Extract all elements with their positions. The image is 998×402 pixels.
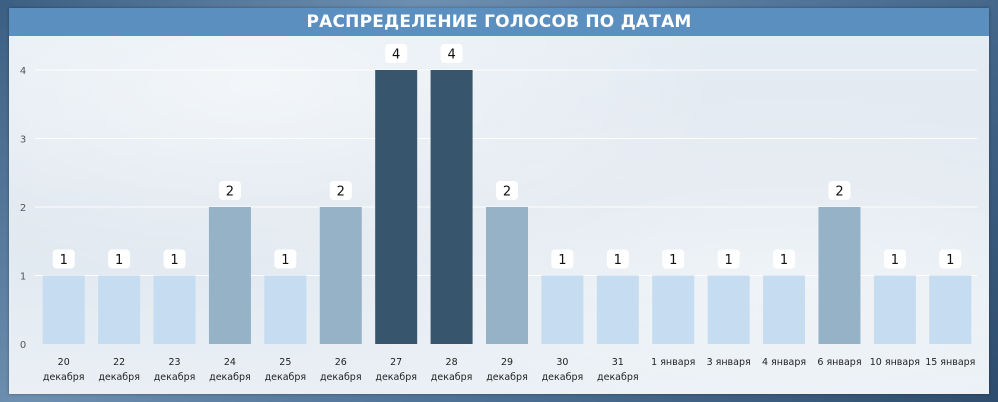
x-tick-label: 6 января — [817, 357, 861, 368]
x-tick-label: декабря — [43, 372, 85, 383]
y-tick-label: 2 — [20, 203, 26, 214]
x-tick-label: 10 января — [870, 357, 920, 368]
data-label: 1 — [558, 253, 566, 268]
bar — [707, 275, 750, 344]
data-label-badge — [939, 249, 962, 269]
data-label-badge — [385, 44, 408, 63]
x-tick-label: 30 — [556, 357, 568, 368]
y-tick-label: 1 — [20, 272, 26, 283]
bar — [264, 275, 307, 344]
data-label: 1 — [281, 253, 289, 268]
bar — [929, 275, 972, 344]
data-label-badge — [662, 249, 685, 269]
bar — [208, 207, 251, 344]
y-tick-label: 4 — [20, 66, 26, 77]
data-label-badge — [551, 249, 574, 269]
chart-panel: РАСПРЕДЕЛЕНИЕ ГОЛОСОВ ПО ДАТАМ 0 1 2 3 4 1 20 д… — [9, 8, 989, 394]
x-tick-label: декабря — [320, 372, 362, 383]
x-tick-label: 29 — [501, 357, 513, 368]
data-label: 4 — [447, 48, 455, 63]
x-tick-label: 26 — [335, 357, 347, 368]
x-tick-label: 23 — [168, 357, 180, 368]
data-label: 1 — [115, 253, 123, 268]
x-tick-label: декабря — [597, 372, 639, 383]
x-tick-label: 22 — [113, 357, 125, 368]
data-label-badge — [883, 249, 906, 269]
bar-chart: 01234120декабря122декабря123декабря224де… — [20, 44, 977, 383]
data-label-badge — [108, 249, 131, 269]
data-label: 1 — [170, 253, 178, 268]
y-tick-label: 0 — [20, 340, 26, 351]
x-tick-label: 20 — [58, 357, 70, 368]
x-tick-label: декабря — [486, 372, 528, 383]
data-label: 4 — [392, 48, 400, 63]
x-tick-label: 28 — [446, 357, 458, 368]
data-label-badge — [52, 249, 75, 269]
x-tick-label: декабря — [265, 372, 307, 383]
x-tick-label: 27 — [390, 357, 402, 368]
data-label-badge — [717, 249, 740, 269]
data-label-badge — [828, 181, 851, 200]
y-tick-label: 3 — [20, 135, 26, 146]
data-label-badge — [274, 249, 297, 269]
x-tick-label: декабря — [209, 372, 251, 383]
bar — [486, 207, 528, 344]
bar — [873, 275, 916, 344]
x-tick-label: декабря — [98, 372, 140, 383]
data-label: 2 — [226, 185, 234, 200]
data-label: 1 — [946, 253, 954, 268]
bar — [763, 275, 806, 344]
data-label: 1 — [725, 253, 733, 268]
bar — [375, 70, 418, 344]
bar — [430, 70, 473, 344]
data-label-badge — [163, 249, 186, 269]
x-tick-label: 4 января — [762, 357, 806, 368]
data-label: 1 — [60, 253, 68, 268]
data-label-badge — [773, 249, 796, 269]
data-label-badge — [496, 181, 518, 200]
data-label-badge — [218, 181, 241, 200]
bar — [596, 275, 639, 344]
x-tick-label: декабря — [375, 372, 417, 383]
x-tick-label: 1 января — [651, 357, 695, 368]
bar — [319, 207, 362, 344]
x-tick-label: 15 января — [925, 357, 975, 368]
data-label-badge — [329, 181, 352, 200]
x-tick-label: 3 января — [707, 357, 751, 368]
x-tick-label: декабря — [154, 372, 196, 383]
bar — [652, 275, 695, 344]
x-tick-label: декабря — [542, 372, 584, 383]
bar — [153, 275, 196, 344]
data-label: 1 — [614, 253, 622, 268]
bar — [818, 207, 861, 344]
data-label: 2 — [503, 185, 511, 200]
data-label-badge — [606, 249, 629, 269]
data-label: 1 — [780, 253, 788, 268]
data-label: 1 — [891, 253, 899, 268]
x-tick-label: 25 — [279, 357, 291, 368]
x-tick-label: 31 — [612, 357, 624, 368]
bar — [98, 275, 141, 344]
chart-title: РАСПРЕДЕЛЕНИЕ ГОЛОСОВ ПО ДАТАМ — [9, 8, 989, 36]
x-tick-label: 24 — [224, 357, 236, 368]
data-label: 1 — [669, 253, 677, 268]
data-label: 2 — [835, 185, 843, 200]
data-label-badge — [440, 44, 463, 63]
bar — [541, 275, 584, 344]
bar — [42, 275, 85, 344]
data-label: 2 — [337, 185, 345, 200]
x-tick-label: декабря — [431, 372, 473, 383]
